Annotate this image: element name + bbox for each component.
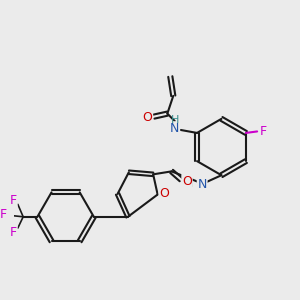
Text: N: N — [170, 122, 179, 135]
Text: H: H — [184, 179, 193, 189]
Text: H: H — [171, 115, 179, 124]
Text: F: F — [10, 226, 17, 239]
Text: O: O — [159, 188, 169, 200]
Text: N: N — [197, 178, 207, 190]
Text: O: O — [182, 175, 192, 188]
Text: F: F — [0, 208, 7, 221]
Text: O: O — [142, 111, 152, 124]
Text: F: F — [10, 194, 17, 207]
Text: F: F — [260, 125, 267, 138]
